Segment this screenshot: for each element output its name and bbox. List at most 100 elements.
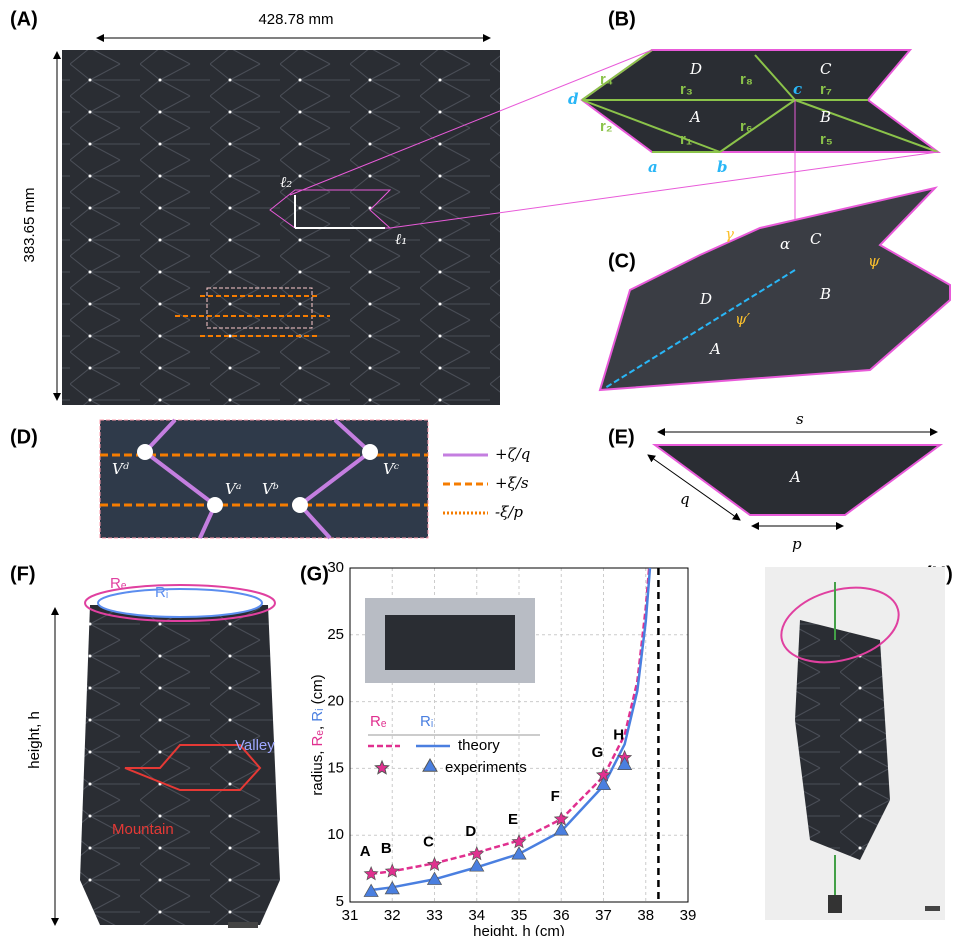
face-label: A [688, 108, 701, 126]
face-label: A [708, 340, 721, 358]
y-tick-label: 20 [327, 693, 344, 710]
legend-label: +ξ/s [495, 474, 529, 492]
panel-f: (F) Rₑ Rᵢ height, h Valley Mountain [10, 563, 280, 928]
legend-label: -ξ/p [495, 503, 523, 521]
triangle-marker [618, 757, 632, 769]
face-label: C [810, 230, 822, 248]
radius-label: Rᵢ [155, 584, 168, 601]
vector-label: ℓ₂ [280, 173, 292, 191]
legend-label: theory [458, 737, 500, 754]
legend-label: Rₑ [370, 713, 387, 730]
height-label: height, h [26, 711, 43, 769]
width-label: 428.78 mm [258, 11, 333, 28]
vertex-label: Vᵈ [112, 460, 129, 478]
point-label: H [613, 727, 624, 744]
point-label: E [508, 811, 518, 828]
vector-label: r₈ [740, 71, 753, 88]
angle-label: ψ′ [735, 310, 751, 328]
fold-label: Mountain [112, 821, 174, 838]
vertex-label: Vᵃ [225, 480, 241, 498]
angle-label: α [780, 235, 790, 253]
panel-label: (D) [10, 426, 38, 448]
photo-fold [600, 188, 950, 390]
panel-h: (H) [765, 563, 953, 920]
vector-label: r₂ [600, 118, 613, 135]
x-tick-label: 34 [468, 907, 485, 924]
edge-label: s [796, 410, 804, 428]
y-axis-title-part: Rᵢ [309, 709, 326, 722]
y-axis-title-part: Rₑ [309, 730, 326, 747]
angle-label: α′ [910, 208, 924, 226]
x-axis-title: height, h (cm) [473, 923, 565, 936]
vertex-label: b [717, 158, 728, 176]
point-label: C [423, 834, 434, 851]
photo [80, 605, 280, 925]
face-label: B [819, 108, 831, 126]
panel-label: (F) [10, 563, 36, 585]
y-tick-label: 5 [336, 893, 344, 910]
panel-d: (D) Vᵈ Vᵃ Vᵇ Vᶜ +ζ/q +ξ/s -ξ/p [10, 420, 530, 538]
point-label: A [360, 843, 371, 860]
x-tick-label: 32 [384, 907, 401, 924]
vertex-label: Vᶜ [383, 460, 399, 478]
radius-label: Rₑ [110, 575, 127, 592]
face-label: B [819, 285, 831, 303]
x-tick-label: 35 [511, 907, 528, 924]
vector-label: r₄ [600, 71, 613, 88]
y-axis-title-part: , [309, 722, 326, 730]
panel-label: (G) [300, 563, 329, 585]
legend-swatch [375, 761, 388, 774]
inset-photo [385, 615, 515, 670]
vector-label: r₇ [820, 81, 832, 98]
panel-c: (C) C D A B α α′ γ ψ ψ′ [600, 188, 950, 390]
point-label: G [592, 744, 604, 761]
legend-label: +ζ/q [495, 445, 530, 463]
y-tick-label: 15 [327, 759, 344, 776]
face-label: D [699, 290, 712, 308]
x-tick-label: 38 [637, 907, 654, 924]
panel-e: (E) A s q p [608, 410, 940, 553]
panel-label: (B) [608, 8, 636, 30]
angle-label: ψ [868, 252, 880, 270]
edge-label: q [680, 490, 690, 508]
vertex-label: Vᵇ [262, 480, 279, 498]
angle-label: γ [725, 225, 734, 243]
vertex-label: c [793, 80, 802, 98]
zoom-photo [100, 420, 428, 538]
y-tick-label: 10 [327, 826, 344, 843]
fold-label: Valley [235, 737, 275, 754]
x-tick-label: 31 [342, 907, 359, 924]
height-label: 383.65 mm [21, 187, 38, 262]
legend-label: Rᵢ [420, 713, 433, 730]
face-label: D [689, 60, 702, 78]
x-tick-label: 33 [426, 907, 443, 924]
figure: (A) 428.78 mm 383.65 mm ℓ₂ ℓ₁ (B) D C A … [0, 0, 963, 936]
face-label: A [788, 468, 801, 486]
point-label: F [551, 788, 560, 805]
legend-label: experiments [445, 759, 527, 776]
vector-label: r₆ [740, 118, 753, 135]
vector-label: ℓ₁ [395, 230, 407, 248]
photo [62, 50, 500, 405]
x-tick-label: 39 [680, 907, 697, 924]
y-axis-title-part: (cm) [309, 674, 326, 708]
x-tick-label: 36 [553, 907, 570, 924]
x-tick-label: 37 [595, 907, 612, 924]
vertex-label: a [648, 158, 658, 176]
panel-a: (A) 428.78 mm 383.65 mm ℓ₂ ℓ₁ [10, 8, 500, 405]
triangle-marker [512, 847, 526, 859]
vector-label: r₁ [680, 131, 692, 148]
triangle-marker [597, 777, 611, 789]
vector-label: r₃ [680, 81, 693, 98]
panel-label: (C) [608, 250, 636, 272]
y-tick-label: 25 [327, 626, 344, 643]
panel-label: (A) [10, 8, 38, 30]
face-label: C [820, 60, 832, 78]
edge-label: p [792, 535, 802, 553]
vector-label: r₅ [820, 131, 833, 148]
point-label: D [465, 823, 476, 840]
panel-label: (E) [608, 426, 635, 448]
vertex-label: d [568, 90, 579, 108]
y-axis-title-part: radius, [309, 746, 326, 795]
